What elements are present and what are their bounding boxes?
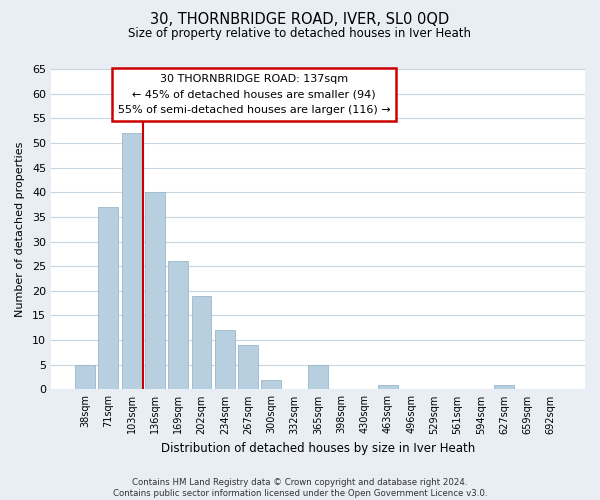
Text: Contains HM Land Registry data © Crown copyright and database right 2024.
Contai: Contains HM Land Registry data © Crown c…	[113, 478, 487, 498]
Bar	[191, 296, 211, 390]
Bar	[494, 384, 514, 390]
Bar	[75, 365, 95, 390]
Text: 30, THORNBRIDGE ROAD, IVER, SL0 0QD: 30, THORNBRIDGE ROAD, IVER, SL0 0QD	[151, 12, 449, 28]
Text: 30 THORNBRIDGE ROAD: 137sqm
← 45% of detached houses are smaller (94)
55% of sem: 30 THORNBRIDGE ROAD: 137sqm ← 45% of det…	[118, 74, 390, 115]
Bar	[169, 262, 188, 390]
Bar	[262, 380, 281, 390]
Bar	[308, 365, 328, 390]
Bar	[215, 330, 235, 390]
Bar	[145, 192, 165, 390]
Bar	[122, 133, 142, 390]
Bar	[98, 207, 118, 390]
Bar	[378, 384, 398, 390]
Text: Size of property relative to detached houses in Iver Heath: Size of property relative to detached ho…	[128, 28, 472, 40]
Bar	[238, 345, 258, 390]
Y-axis label: Number of detached properties: Number of detached properties	[15, 142, 25, 317]
X-axis label: Distribution of detached houses by size in Iver Heath: Distribution of detached houses by size …	[161, 442, 475, 455]
